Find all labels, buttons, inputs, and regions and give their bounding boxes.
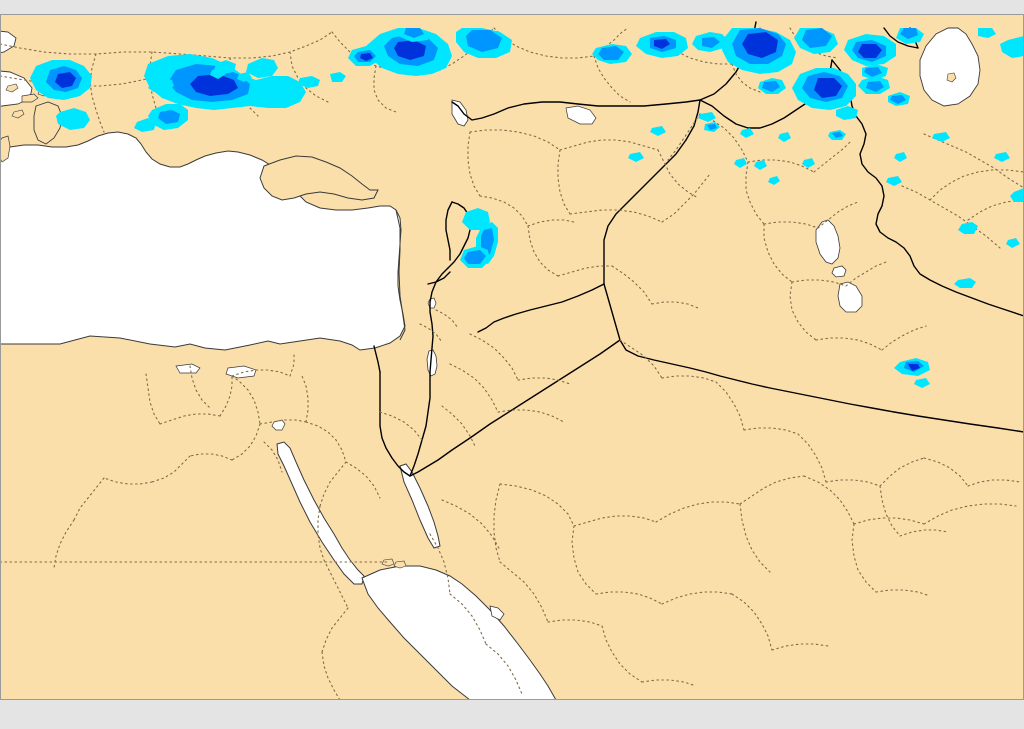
- precip-blob-hatay: [456, 28, 512, 58]
- rhodes-island: [33, 101, 63, 145]
- precip-cells-turkey-south: [156, 62, 252, 82]
- lake-tharthar: [815, 219, 841, 265]
- precip-blob-anatolia-sat-2: [298, 76, 320, 88]
- lake-burullus: [175, 363, 201, 374]
- red-sea: [361, 565, 557, 700]
- header-bar: [0, 0, 1024, 14]
- sinai-tip-island: [381, 558, 395, 567]
- footer-bar: [0, 700, 1024, 729]
- border-turkey-syria: [451, 21, 757, 121]
- precip-blob-mosul: [792, 68, 856, 110]
- iskenderun-bay: [451, 99, 469, 127]
- dead-sea: [426, 349, 438, 377]
- islands: [0, 83, 407, 569]
- precip-blob-sanliurfa: [636, 32, 688, 58]
- precip-blob-antalya: [134, 118, 156, 132]
- border-egypt-mediterranean: [373, 345, 381, 373]
- precipitation-layer: [30, 28, 1024, 388]
- precip-blob-azerbaijan: [1000, 36, 1024, 58]
- precip-blob-anatolia-central: [144, 54, 306, 110]
- border-syria-jordan: [477, 283, 605, 333]
- precip-blob-turkey-west: [30, 60, 92, 100]
- precipitation-map: [0, 14, 1024, 700]
- admin-borders: [0, 27, 1024, 700]
- precip-blob-mardin: [692, 32, 728, 52]
- precip-blob-mosul-sat1: [836, 106, 858, 120]
- border-jordan-iraq-saudi: [603, 283, 1024, 433]
- karpathos-island: [0, 135, 11, 163]
- mediterranean-sea: [0, 131, 406, 351]
- precip-blob-batman: [722, 28, 796, 74]
- precip-blob-duhok: [862, 64, 888, 80]
- lake-qarun: [271, 419, 286, 431]
- precip-blob-siirt: [794, 28, 838, 54]
- border-iraq-iran: [831, 59, 1024, 317]
- precip-blob-turkey-west-small: [56, 108, 90, 130]
- small-island-a: [5, 83, 19, 93]
- cyprus-island: [259, 155, 379, 201]
- lake-habbaniyah: [831, 265, 847, 278]
- border-israel-egypt: [379, 371, 411, 477]
- border-caucasus: [883, 27, 919, 49]
- precip-blob-van-2: [896, 28, 924, 44]
- precip-blob-erbil: [888, 92, 910, 106]
- small-island-c: [11, 109, 25, 119]
- precip-blob-konya: [148, 104, 188, 130]
- precip-blob-gaziantep: [366, 28, 452, 76]
- precip-cells-iraq: [628, 112, 1024, 388]
- border-jordan-saudi: [409, 339, 621, 477]
- lake-razazah: [837, 281, 863, 313]
- lake-urmia-island: [946, 72, 957, 83]
- coastlines: [395, 209, 406, 341]
- precip-blob-adana: [348, 46, 380, 66]
- precip-blob-ne-corner: [978, 28, 996, 38]
- precip-blob-hakkari: [844, 34, 896, 66]
- lake-assad: [565, 105, 597, 125]
- precip-blob-van-1: [858, 76, 890, 94]
- lake-urmia: [919, 27, 981, 107]
- precip-blob-hasakah: [758, 78, 786, 94]
- tiran-island: [393, 560, 407, 569]
- border-lebanon-coast: [445, 201, 453, 261]
- border-israel-lebanon: [427, 271, 451, 285]
- precip-blob-lebanon: [462, 208, 490, 230]
- precip-blob-aleppo-ne: [592, 44, 632, 64]
- precip-blob-golan: [460, 246, 490, 268]
- kos-island: [21, 93, 39, 103]
- sea-areas: [0, 27, 981, 700]
- precip-blob-taurus-1: [148, 78, 174, 92]
- aegean-sea: [0, 30, 17, 54]
- border-syria-iraq: [603, 99, 701, 285]
- precip-blob-gaziantep-upper: [398, 28, 430, 42]
- precip-blob-anatolia-sat-1: [246, 58, 278, 78]
- red-sea-east-coast-detail: [489, 605, 505, 621]
- precip-blob-anatolia-sat-3: [330, 72, 346, 82]
- gulf-of-suez: [276, 441, 365, 585]
